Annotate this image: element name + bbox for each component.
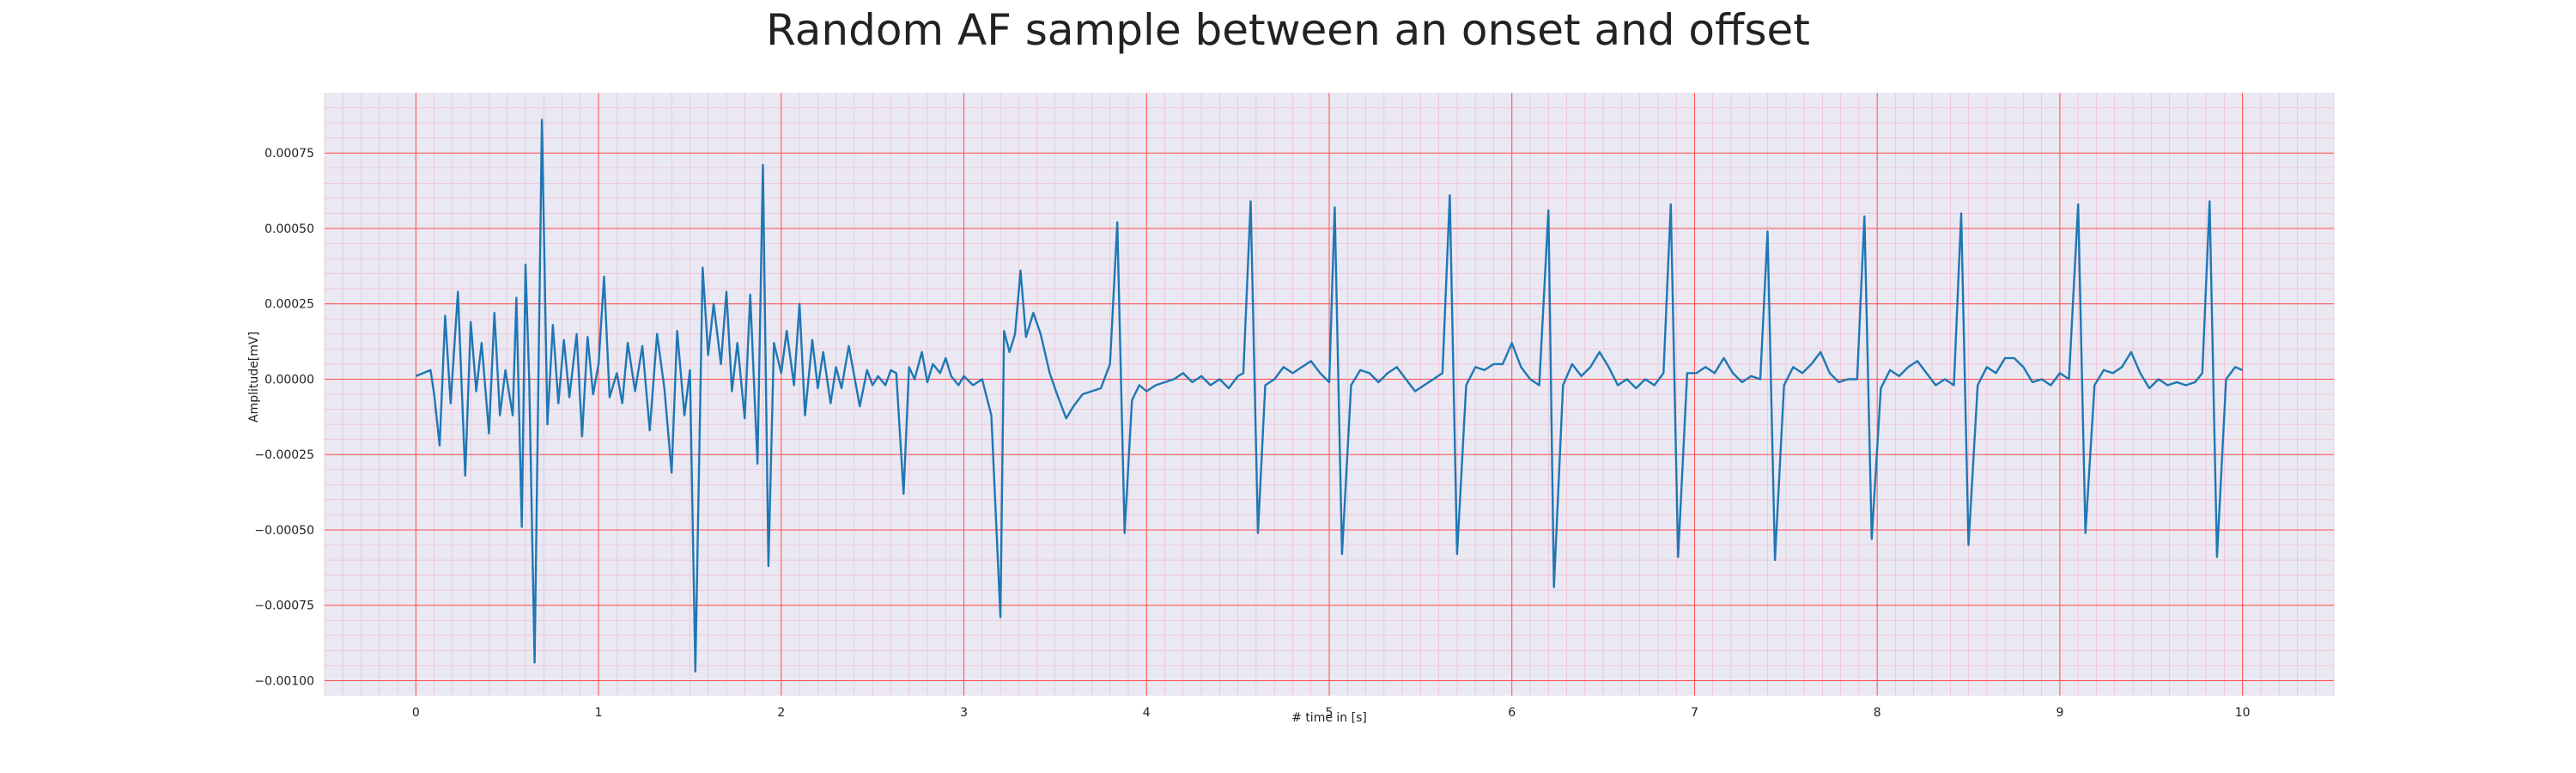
x-axis-label: # time in [s]	[1291, 711, 1367, 725]
x-tick-label: 4	[1143, 706, 1151, 720]
y-tick-label: 0.00000	[264, 373, 314, 386]
x-axis-ticks: 0 1 2 3 4 5 6 7 8 9 10	[412, 706, 2251, 720]
y-tick-label: 0.00075	[264, 147, 314, 161]
y-axis-label: Amplitude[mV]	[247, 332, 261, 423]
y-axis-ticks: 0.00075 0.00050 0.00025 0.00000 −0.00025 −0.0…	[254, 147, 314, 688]
chart-title: Random AF sample between an onset and of…	[766, 5, 1810, 55]
x-tick-label: 6	[1508, 706, 1516, 720]
x-tick-label: 7	[1691, 706, 1698, 720]
x-tick-label: 10	[2235, 706, 2251, 720]
x-tick-label: 8	[1874, 706, 1881, 720]
x-tick-label: 5	[1326, 706, 1334, 720]
series-group	[415, 119, 2244, 673]
x-tick-label: 9	[2056, 706, 2063, 720]
major-grid	[325, 93, 2334, 696]
series-line	[415, 119, 2244, 673]
x-tick-label: 0	[412, 706, 420, 720]
y-tick-label: 0.00050	[264, 222, 314, 236]
y-tick-label: −0.00050	[254, 524, 314, 538]
y-tick-label: −0.00100	[254, 674, 314, 688]
y-tick-label: −0.00025	[254, 448, 314, 462]
x-tick-label: 1	[595, 706, 603, 720]
y-tick-label: −0.00075	[254, 600, 314, 613]
x-tick-label: 2	[777, 706, 785, 720]
y-tick-label: 0.00025	[264, 298, 314, 312]
x-tick-label: 3	[960, 706, 968, 720]
